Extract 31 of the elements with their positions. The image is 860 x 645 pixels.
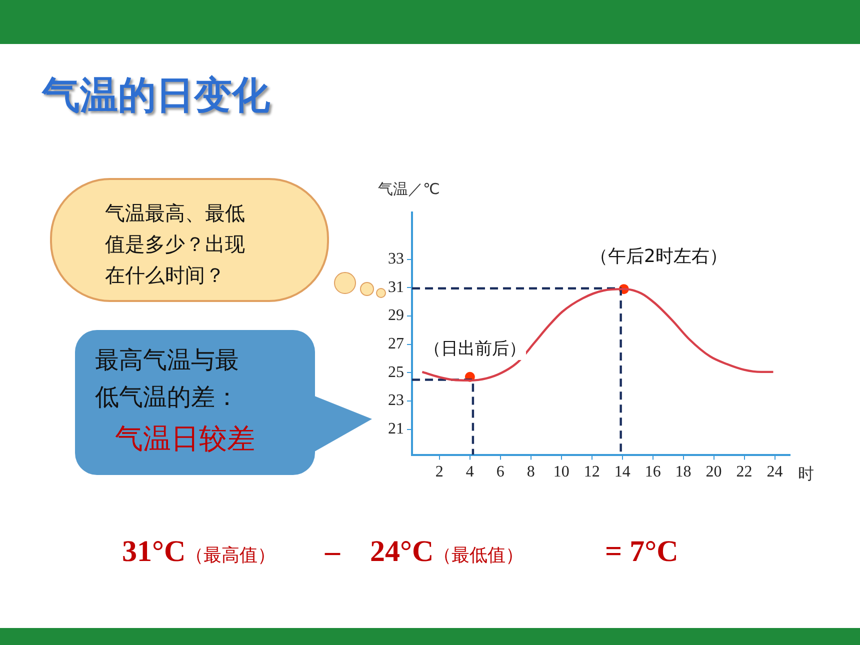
x-tick-label: 16 [644,464,661,481]
text: 最高气温与最低气温的差： [95,345,240,413]
text: – [325,535,340,569]
text: 31°C（最高值） [122,535,276,569]
x-tick-label: 6 [496,464,504,481]
y-tick-label: 33 [388,250,404,268]
y-tick-label: 25 [388,364,404,381]
y-tick-label: 27 [388,336,404,353]
x-axis-title: 时 [798,464,814,485]
y-tick-label: 29 [388,307,404,324]
y-tick-label: 31 [388,278,404,296]
y-axis-title: 气温／℃ [378,180,440,199]
x-tick-label: 18 [675,464,692,481]
annotation: （日出前后） [424,337,526,360]
annotation: （午后2时左右） [590,245,728,268]
text: 气温最高、最低值是多少？出现在什么时间？ [105,200,246,289]
y-tick-label: 23 [388,392,404,410]
x-tick-label: 20 [706,464,722,481]
text: = 7°C [605,535,678,569]
x-tick-label: 8 [526,464,535,481]
x-tick-label: 12 [584,464,600,481]
x-tick-label: 4 [466,464,474,481]
x-tick-label: 10 [553,464,570,481]
x-tick-label: 22 [736,464,752,481]
x-tick-label: 14 [614,464,630,481]
text: 气温日较差 [115,421,255,457]
x-tick-label: 24 [766,464,783,481]
y-tick-label: 21 [388,420,404,438]
x-tick-label: 2 [435,464,444,481]
text: 24°C（最低值） [370,535,524,569]
chart-title: 气温的日变化 [42,72,270,119]
